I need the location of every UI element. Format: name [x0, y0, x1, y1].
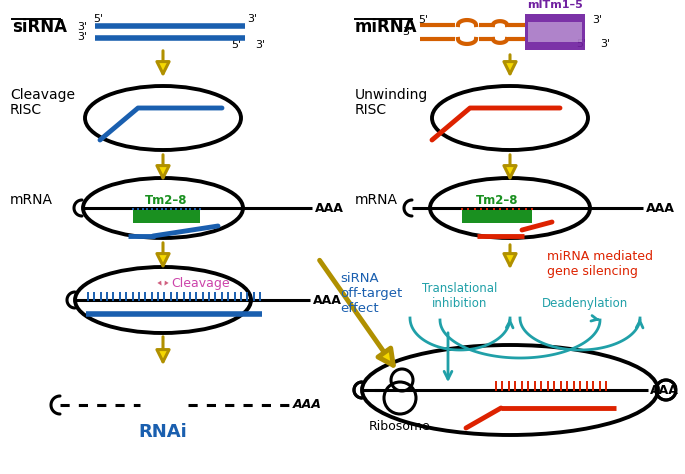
Text: Deadenylation: Deadenylation [542, 297, 628, 310]
Text: mRNA: mRNA [355, 193, 398, 207]
Bar [133, 210, 200, 223]
Text: 3': 3' [77, 22, 87, 32]
Text: Cleavage: Cleavage [10, 88, 75, 102]
Text: AAA: AAA [293, 399, 322, 411]
Text: mITm1–5: mITm1–5 [527, 0, 583, 10]
Text: AAA: AAA [313, 293, 342, 307]
Text: miRNA mediated
gene silencing: miRNA mediated gene silencing [547, 250, 653, 278]
Text: AAA: AAA [315, 201, 344, 215]
Text: Tm2–8: Tm2–8 [476, 193, 519, 207]
Text: Ribosome: Ribosome [369, 420, 431, 433]
Text: RNAi: RNAi [138, 423, 188, 441]
Text: Unwinding: Unwinding [355, 88, 428, 102]
Text: Translational
inhibition: Translational inhibition [423, 282, 498, 310]
Text: 3': 3' [600, 39, 610, 49]
Text: Cleavage: Cleavage [171, 277, 229, 291]
Text: 3': 3' [592, 15, 602, 25]
Text: 3': 3' [247, 14, 257, 24]
Text: 5': 5' [418, 15, 428, 25]
Text: 3': 3' [402, 27, 412, 37]
Text: siRNA: siRNA [12, 18, 67, 36]
FancyBboxPatch shape [528, 22, 582, 42]
Text: AAA: AAA [646, 201, 675, 215]
Text: 5': 5' [93, 14, 103, 24]
Text: RISC: RISC [10, 103, 42, 117]
Text: 3': 3' [255, 40, 265, 50]
Text: mRNA: mRNA [10, 193, 53, 207]
Text: RISC: RISC [355, 103, 387, 117]
FancyBboxPatch shape [525, 14, 585, 50]
Text: AAA: AAA [650, 383, 679, 396]
Text: 3': 3' [77, 32, 87, 42]
Text: 5': 5' [231, 40, 241, 50]
Text: miRNA: miRNA [355, 18, 417, 36]
Text: siRNA
off-target
effect: siRNA off-target effect [340, 272, 402, 315]
Text: Tm2–8: Tm2–8 [145, 193, 188, 207]
Bar [462, 210, 532, 223]
Text: 5': 5' [576, 39, 586, 49]
